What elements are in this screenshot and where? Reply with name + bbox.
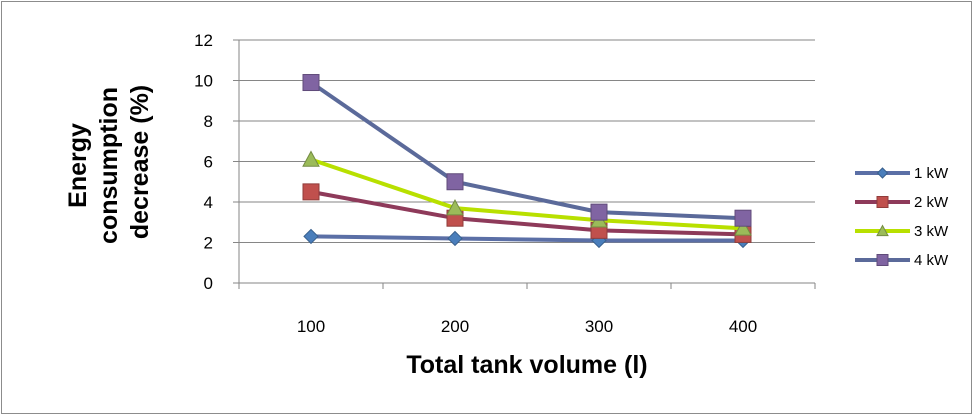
y-axis-title-line-2: consumption — [95, 87, 123, 244]
data-point-square — [876, 196, 889, 208]
legend-label: 4 kW — [914, 252, 949, 269]
x-tick-label: 300 — [585, 317, 613, 336]
series-line — [309, 80, 744, 221]
axes — [233, 39, 816, 289]
y-tick-label: 8 — [204, 112, 213, 131]
legend-label: 2 kW — [914, 194, 949, 211]
legend-label: 3 kW — [914, 223, 949, 240]
data-point-square — [734, 209, 752, 227]
x-tick-label: 400 — [729, 317, 757, 336]
data-point-square — [590, 203, 608, 221]
x-tick-label: 200 — [441, 317, 469, 336]
data-point-diamond — [303, 228, 319, 245]
legend-item: 2 kW — [855, 194, 949, 211]
data-point-diamond — [876, 167, 889, 179]
legend: 1 kW 2 kW 3 kW 4 kW — [855, 165, 949, 269]
y-axis-title: Energy consumption decrease (%) — [64, 80, 154, 244]
data-point-square — [302, 74, 320, 92]
series-line — [310, 189, 744, 237]
y-tick-label: 0 — [204, 274, 213, 293]
series-4-kw — [302, 74, 752, 227]
y-axis-title-line-3: decrease (%) — [126, 85, 154, 239]
x-tick-label: 100 — [297, 317, 325, 336]
legend-item: 3 kW — [855, 223, 949, 240]
data-point-triangle — [446, 199, 464, 216]
y-tick-label: 10 — [194, 72, 213, 91]
data-point-triangle — [302, 150, 320, 167]
x-axis-title: Total tank volume (l) — [406, 351, 647, 379]
legend-item: 4 kW — [855, 252, 949, 269]
y-tick-labels: 0 2 4 6 8 10 12 — [194, 31, 213, 293]
y-tick-label: 2 — [204, 234, 213, 253]
y-tick-label: 6 — [204, 153, 213, 172]
data-point-triangle — [876, 224, 889, 237]
y-axis-title-line-1: Energy — [64, 123, 92, 208]
data-point-square — [446, 173, 464, 191]
series-line — [310, 157, 744, 231]
series-group — [302, 74, 752, 249]
legend-label: 1 kW — [914, 165, 949, 182]
legend-item: 1 kW — [855, 165, 949, 182]
data-point-square — [302, 183, 320, 201]
gridlines — [239, 39, 815, 243]
y-tick-label: 4 — [204, 193, 213, 212]
series-line — [310, 234, 743, 243]
data-point-triangle — [734, 219, 752, 236]
x-tick-labels: 100 200 300 400 — [297, 317, 757, 336]
data-point-diamond — [447, 230, 463, 247]
data-point-square — [876, 254, 889, 266]
y-tick-label: 12 — [194, 31, 213, 50]
